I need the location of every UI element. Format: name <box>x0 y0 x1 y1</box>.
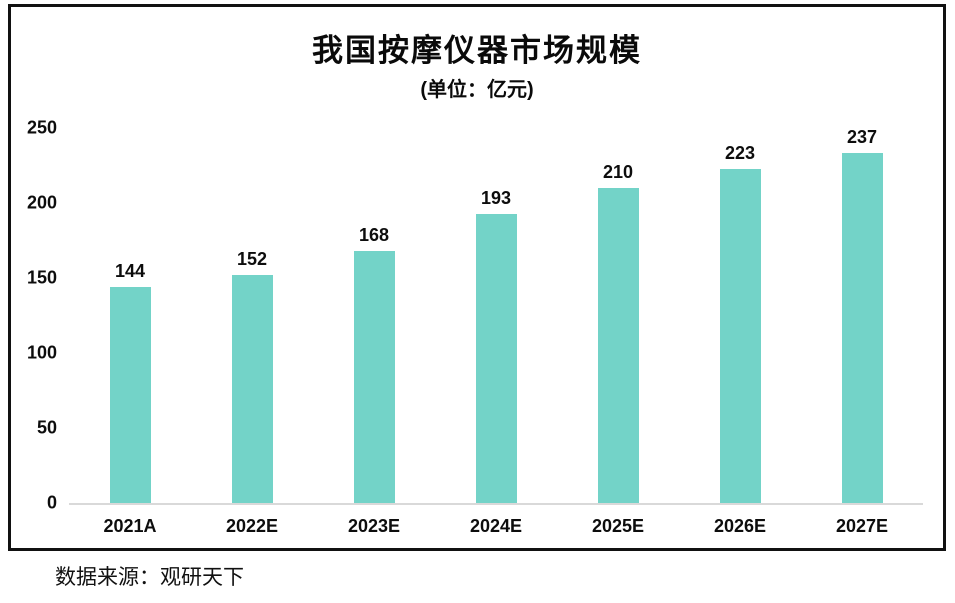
bar-column: 237 2027E <box>801 127 923 535</box>
bar-column: 152 2022E <box>191 128 313 535</box>
bar <box>353 251 395 503</box>
bar <box>231 275 273 503</box>
bar-value-label: 210 <box>602 162 634 182</box>
x-axis-label: 2026E <box>713 516 767 536</box>
x-axis-label: 2021A <box>103 516 157 536</box>
bar <box>109 287 151 503</box>
y-tick-label: 250 <box>26 117 57 138</box>
bar-value-label: 152 <box>236 249 268 269</box>
bars-area: 144 2021A 152 2022E 168 2023E 193 2024E 210 2025E… <box>69 127 923 536</box>
bar <box>719 168 761 503</box>
bar-value-label: 144 <box>114 261 146 281</box>
bar-column: 193 2024E <box>435 128 557 535</box>
bar-column: 223 2026E <box>679 128 801 536</box>
y-tick-label: 0 <box>46 492 57 513</box>
source-text: 数据来源：观研天下 <box>55 565 244 589</box>
y-axis: 0 50 100 150 200 250 <box>11 118 57 513</box>
bar-column: 210 2025E <box>557 128 679 535</box>
bar-value-label: 223 <box>724 142 756 163</box>
chart-title: 我国按摩仪器市场规模 <box>312 33 642 68</box>
x-axis-label: 2023E <box>347 516 401 536</box>
bar-value-label: 168 <box>358 225 390 246</box>
bar <box>475 213 517 503</box>
y-tick-label: 100 <box>26 342 57 363</box>
x-axis-label: 2024E <box>469 516 523 536</box>
chart-frame: 我国按摩仪器市场规模 (单位：亿元) 0 50 100 150 200 250 144 20… <box>8 4 946 551</box>
y-tick-label: 150 <box>26 267 57 288</box>
bar-value-label: 193 <box>480 187 512 208</box>
bar <box>841 153 883 503</box>
y-tick-label: 200 <box>26 192 57 213</box>
x-axis-label: 2027E <box>835 516 889 536</box>
x-axis-label: 2025E <box>591 516 645 536</box>
x-axis-label: 2022E <box>225 516 279 536</box>
bar <box>597 188 639 503</box>
y-tick-label: 50 <box>36 417 57 438</box>
bar-column: 144 2021A <box>69 128 191 535</box>
bar-column: 168 2023E <box>313 128 435 535</box>
bar-value-label: 237 <box>846 127 878 147</box>
chart-subtitle: (单位：亿元) <box>420 79 534 101</box>
